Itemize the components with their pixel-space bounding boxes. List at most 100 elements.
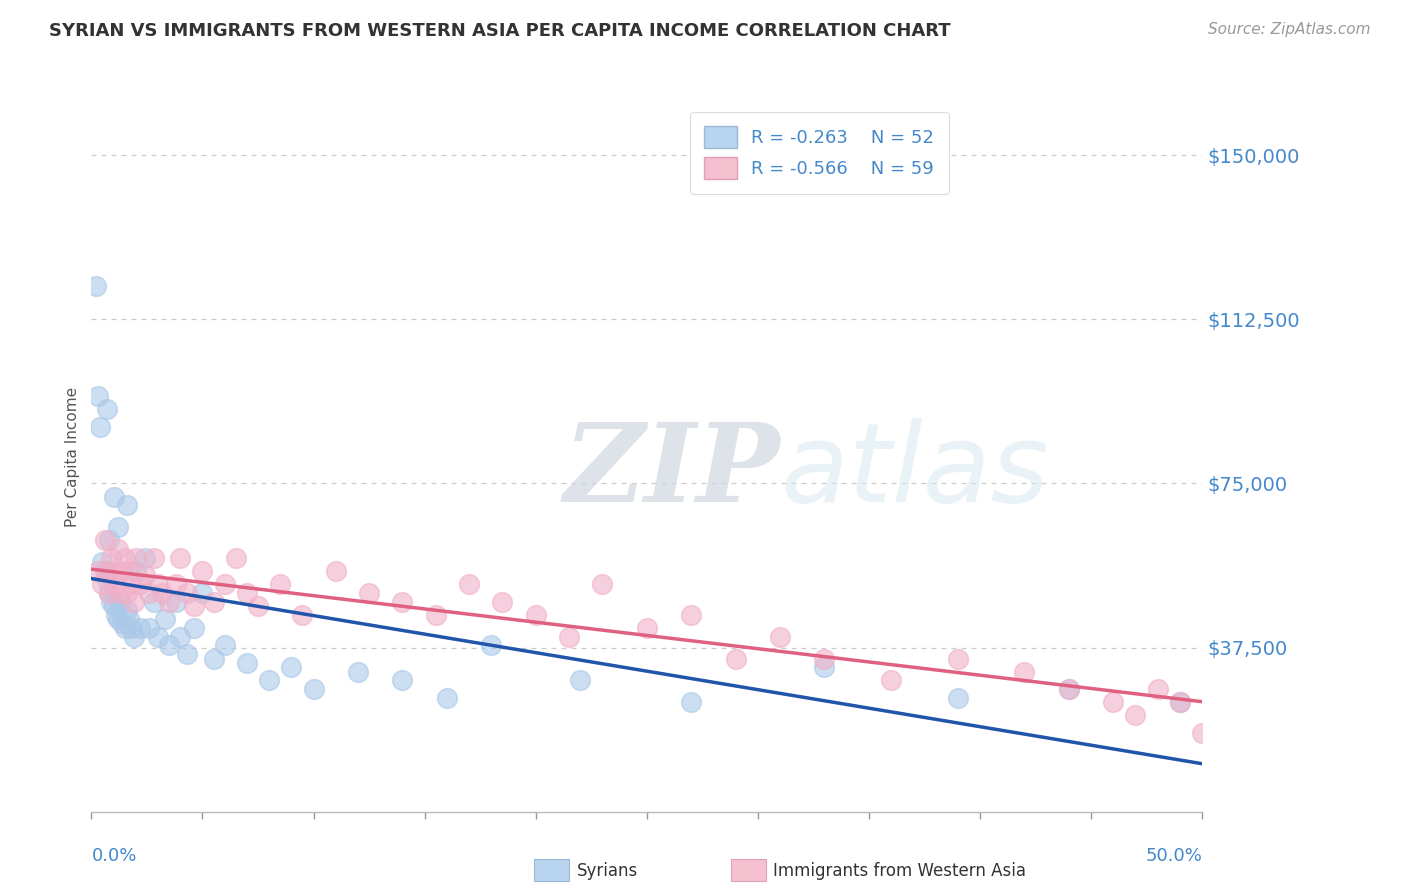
Point bbox=[257, 673, 280, 688]
Point bbox=[98, 533, 121, 548]
Point bbox=[681, 607, 703, 622]
Text: ZIP: ZIP bbox=[564, 417, 780, 525]
Point bbox=[87, 389, 110, 403]
Point bbox=[191, 564, 214, 578]
Point bbox=[1146, 682, 1168, 697]
Point bbox=[391, 594, 413, 608]
Point bbox=[100, 550, 122, 565]
Point bbox=[129, 621, 152, 635]
Point bbox=[142, 594, 165, 608]
Point bbox=[724, 651, 747, 665]
Point bbox=[115, 603, 138, 617]
Point bbox=[98, 586, 121, 600]
Point bbox=[100, 594, 122, 608]
Point bbox=[122, 630, 145, 644]
Point bbox=[84, 279, 107, 293]
Point bbox=[236, 586, 259, 600]
Point bbox=[98, 586, 121, 600]
Point bbox=[247, 599, 270, 613]
Point bbox=[391, 673, 413, 688]
Text: SYRIAN VS IMMIGRANTS FROM WESTERN ASIA PER CAPITA INCOME CORRELATION CHART: SYRIAN VS IMMIGRANTS FROM WESTERN ASIA P… bbox=[49, 22, 950, 40]
Point bbox=[176, 647, 198, 661]
Point bbox=[107, 542, 129, 557]
Point bbox=[125, 550, 148, 565]
Point bbox=[129, 577, 152, 591]
Point bbox=[347, 665, 370, 679]
Point bbox=[425, 607, 447, 622]
Point bbox=[1057, 682, 1080, 697]
Point bbox=[946, 690, 969, 705]
Legend: R = -0.263    N = 52, R = -0.566    N = 59: R = -0.263 N = 52, R = -0.566 N = 59 bbox=[690, 112, 949, 194]
Point bbox=[153, 612, 176, 626]
Point bbox=[1168, 695, 1191, 709]
Point bbox=[115, 498, 138, 512]
Point bbox=[125, 564, 148, 578]
Point bbox=[214, 639, 236, 653]
Point bbox=[104, 577, 127, 591]
Point bbox=[165, 594, 187, 608]
Point bbox=[111, 564, 134, 578]
Point bbox=[110, 594, 132, 608]
Point bbox=[479, 639, 502, 653]
Point bbox=[115, 586, 138, 600]
Point bbox=[225, 550, 247, 565]
Point bbox=[120, 577, 142, 591]
Point bbox=[769, 630, 792, 644]
Point bbox=[813, 660, 835, 674]
Point bbox=[1014, 665, 1036, 679]
Point bbox=[107, 520, 129, 534]
Point bbox=[1102, 695, 1125, 709]
Point bbox=[458, 577, 481, 591]
Point bbox=[87, 564, 110, 578]
Point bbox=[436, 690, 458, 705]
Point bbox=[1057, 682, 1080, 697]
Point bbox=[325, 564, 347, 578]
Point bbox=[191, 586, 214, 600]
Point bbox=[202, 594, 225, 608]
Point bbox=[91, 555, 114, 569]
Point bbox=[103, 564, 125, 578]
Point bbox=[157, 639, 180, 653]
Point bbox=[118, 612, 141, 626]
Point bbox=[138, 586, 160, 600]
Text: Immigrants from Western Asia: Immigrants from Western Asia bbox=[773, 862, 1026, 880]
Y-axis label: Per Capita Income: Per Capita Income bbox=[65, 387, 80, 527]
Point bbox=[107, 612, 129, 626]
Point bbox=[169, 550, 191, 565]
Point bbox=[152, 586, 174, 600]
Text: atlas: atlas bbox=[780, 417, 1049, 524]
Point bbox=[1191, 726, 1213, 740]
Point bbox=[269, 577, 291, 591]
Point bbox=[91, 577, 114, 591]
Point bbox=[1168, 695, 1191, 709]
Point bbox=[183, 621, 205, 635]
Point bbox=[96, 402, 118, 417]
Point bbox=[681, 695, 703, 709]
Text: 50.0%: 50.0% bbox=[1146, 847, 1202, 865]
Point bbox=[569, 673, 592, 688]
Point bbox=[89, 419, 111, 434]
Point bbox=[103, 599, 125, 613]
Point bbox=[134, 568, 156, 582]
Point bbox=[202, 651, 225, 665]
Point bbox=[114, 621, 136, 635]
Point bbox=[524, 607, 547, 622]
Point bbox=[280, 660, 302, 674]
Point bbox=[236, 656, 259, 670]
Point bbox=[93, 533, 115, 548]
Point bbox=[176, 586, 198, 600]
Point bbox=[110, 586, 132, 600]
Point bbox=[636, 621, 658, 635]
Point bbox=[118, 564, 141, 578]
Point bbox=[134, 550, 156, 565]
Text: Source: ZipAtlas.com: Source: ZipAtlas.com bbox=[1208, 22, 1371, 37]
Point bbox=[146, 630, 169, 644]
Point bbox=[214, 577, 236, 591]
Point bbox=[103, 490, 125, 504]
Point bbox=[96, 573, 118, 587]
Point bbox=[946, 651, 969, 665]
Point bbox=[558, 630, 581, 644]
Point bbox=[165, 577, 187, 591]
Point bbox=[880, 673, 903, 688]
Point bbox=[813, 651, 835, 665]
